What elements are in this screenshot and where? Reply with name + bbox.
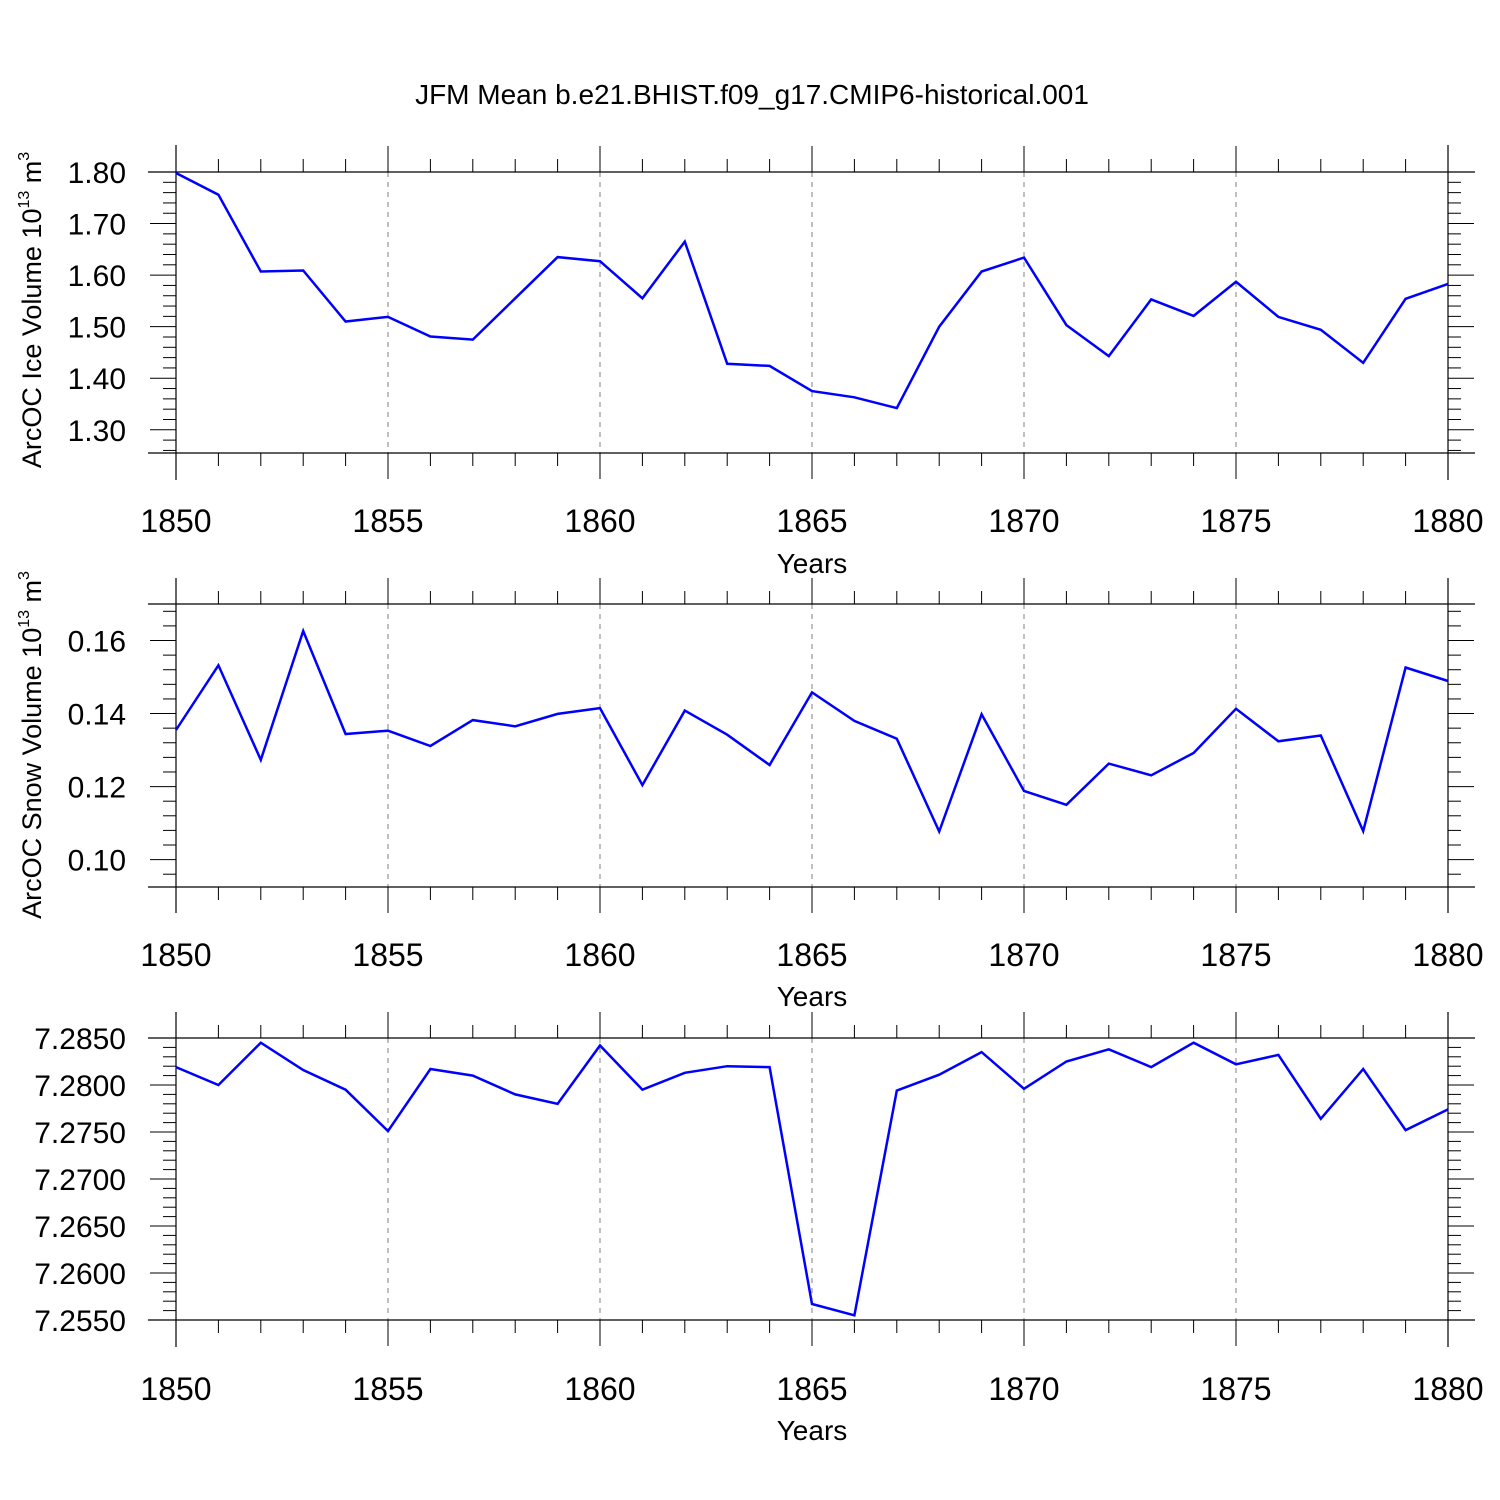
ice-volume-y-tick-label: 1.80 [68, 157, 126, 190]
snow-volume-ylabel-exp1: 13 [16, 610, 33, 628]
third-variable-y-tick-label: 7.2700 [34, 1164, 126, 1197]
snow-volume-y-tick-label: 0.14 [68, 699, 126, 732]
third-variable-panel: Years 1850 1855 1860 1865 1870 1875 1880 7.2550… [34, 1012, 1484, 1446]
ice-volume-series-line [175, 171, 1449, 410]
snow-volume-series-line [174, 627, 1449, 835]
snow-volume-ylabel-unit: m [17, 580, 47, 610]
third-variable-x-tick-label: 1880 [1412, 1371, 1483, 1407]
snow-volume-ylabel-main: ArcOC Snow Volume 10 [17, 628, 47, 919]
ice-volume-ylabel: ArcOC Ice Volume 1013 m3 [16, 152, 47, 468]
third-variable-y-tick-label: 7.2550 [34, 1305, 126, 1338]
ice-volume-ylabel-unit: m [17, 161, 47, 191]
ice-volume-x-tick-label: 1875 [1200, 503, 1271, 539]
ice-volume-y-tick-label: 1.40 [68, 363, 126, 396]
snow-volume-x-tick-label: 1875 [1200, 937, 1271, 973]
third-variable-x-tick-label: 1865 [776, 1371, 847, 1407]
ice-volume-ylabel-exp2: 3 [16, 152, 33, 161]
third-variable-xlabel: Years [777, 1415, 848, 1446]
third-variable-y-tick-label: 7.2800 [34, 1070, 126, 1103]
figure-title: JFM Mean b.e21.BHIST.f09_g17.CMIP6-histo… [415, 79, 1089, 110]
snow-volume-x-tick-label: 1860 [564, 937, 635, 973]
ice-volume-y-tick-label: 1.30 [68, 415, 126, 448]
third-variable-x-tick-label: 1855 [352, 1371, 423, 1407]
ice-volume-panel: Years ArcOC Ice Volume 1013 m3 1850 1855 1… [16, 145, 1484, 579]
ice-volume-x-tick-label: 1855 [352, 503, 423, 539]
ice-volume-x-tick-label: 1880 [1412, 503, 1483, 539]
snow-volume-x-tick-label: 1855 [352, 937, 423, 973]
ice-volume-y-tick-label: 1.60 [68, 260, 126, 293]
third-variable-x-tick-label: 1850 [140, 1371, 211, 1407]
ice-volume-xlabel: Years [777, 548, 848, 579]
ice-volume-ylabel-exp1: 13 [16, 191, 33, 209]
snow-volume-x-tick-label: 1850 [140, 937, 211, 973]
ice-volume-x-tick-label: 1865 [776, 503, 847, 539]
snow-volume-xlabel: Years [777, 981, 848, 1012]
ice-volume-ylabel-main: ArcOC Ice Volume 10 [17, 209, 47, 469]
ice-volume-x-tick-label: 1860 [564, 503, 635, 539]
snow-volume-ylabel: ArcOC Snow Volume 1013 m3 [16, 571, 47, 919]
third-variable-x-tick-label: 1860 [564, 1371, 635, 1407]
snow-volume-y-tick-label: 0.16 [68, 626, 126, 659]
snow-volume-x-tick-label: 1870 [988, 937, 1059, 973]
third-variable-y-tick-label: 7.2850 [34, 1023, 126, 1056]
snow-volume-panel: Years ArcOC Snow Volume 1013 m3 1850 1855… [16, 571, 1484, 1012]
snow-volume-y-tick-label: 0.10 [68, 845, 126, 878]
ice-volume-x-tick-label: 1850 [140, 503, 211, 539]
snow-volume-x-tick-label: 1865 [776, 937, 847, 973]
ice-volume-y-tick-label: 1.50 [68, 312, 126, 345]
third-variable-x-tick-label: 1875 [1200, 1371, 1271, 1407]
snow-volume-y-tick-label: 0.12 [68, 772, 126, 805]
snow-volume-x-tick-label: 1880 [1412, 937, 1483, 973]
third-variable-series-line [175, 1041, 1449, 1317]
ice-volume-y-tick-label: 1.70 [68, 209, 126, 242]
snow-volume-ylabel-exp2: 3 [16, 571, 33, 580]
ice-volume-x-tick-label: 1870 [988, 503, 1059, 539]
third-variable-x-tick-label: 1870 [988, 1371, 1059, 1407]
third-variable-y-tick-label: 7.2750 [34, 1117, 126, 1150]
third-variable-y-tick-label: 7.2600 [34, 1258, 126, 1291]
third-variable-y-tick-label: 7.2650 [34, 1211, 126, 1244]
